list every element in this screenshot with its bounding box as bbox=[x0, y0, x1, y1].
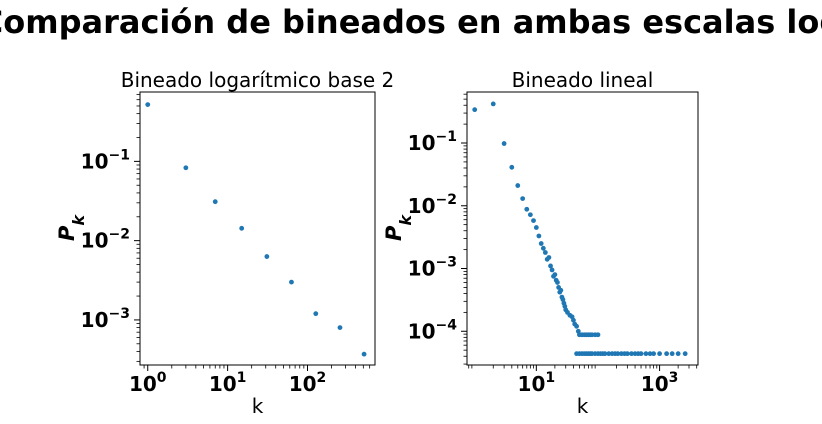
data-point bbox=[560, 297, 566, 302]
data-point bbox=[524, 206, 530, 212]
data-point bbox=[361, 351, 367, 357]
x-tick-label: 101 bbox=[209, 370, 247, 396]
panel-linear-binning: Bineado lineal k Pk 101 10310−110−210−310… bbox=[382, 68, 699, 418]
y-axis-label-base: P bbox=[382, 225, 406, 241]
tick-base: 10 bbox=[408, 257, 436, 281]
y-tick-label: 10−2 bbox=[81, 227, 130, 253]
tick-exponent: 3 bbox=[669, 370, 679, 386]
panel-log-binning: Bineado logarítmico base 2 k Pk 100 101 10… bbox=[55, 68, 394, 418]
tick-exponent: −4 bbox=[436, 317, 458, 333]
x-tick-label: 101 bbox=[518, 370, 556, 396]
data-point bbox=[183, 165, 189, 171]
data-point bbox=[574, 323, 579, 329]
tick-exponent: −3 bbox=[109, 306, 130, 322]
y-axis-label: Pk bbox=[55, 214, 88, 241]
tick-exponent: −3 bbox=[436, 255, 457, 271]
tick-exponent: −2 bbox=[109, 227, 130, 243]
data-point bbox=[264, 254, 270, 259]
tick-base: 10 bbox=[408, 194, 436, 218]
x-tick-label: 100 bbox=[129, 370, 167, 396]
tick-base: 10 bbox=[81, 149, 109, 173]
tick-base: 10 bbox=[209, 372, 237, 396]
data-point bbox=[552, 272, 558, 277]
tick-exponent: 0 bbox=[157, 370, 167, 386]
data-point bbox=[212, 199, 218, 205]
data-point bbox=[289, 279, 294, 285]
data-point bbox=[624, 351, 630, 357]
tick-base: 10 bbox=[81, 308, 109, 332]
data-point bbox=[520, 196, 526, 202]
data-point bbox=[548, 263, 553, 269]
data-point bbox=[682, 351, 688, 357]
data-point bbox=[538, 241, 544, 246]
data-point bbox=[540, 245, 546, 251]
y-axis-label-subscript: k bbox=[396, 214, 415, 226]
data-point bbox=[629, 351, 634, 357]
data-point bbox=[527, 212, 533, 218]
plot-title: Bineado logarítmico base 2 bbox=[121, 68, 395, 92]
data-point bbox=[542, 250, 548, 255]
y-tick-label: 10−1 bbox=[81, 147, 130, 173]
y-axis-label: Pk bbox=[382, 214, 415, 241]
tick-exponent: 1 bbox=[545, 370, 555, 386]
y-tick-label: 10−4 bbox=[408, 317, 458, 343]
x-axis-label: k bbox=[252, 394, 264, 418]
plot-frame bbox=[466, 91, 699, 366]
tick-exponent: −2 bbox=[436, 192, 457, 208]
y-axis-label-base: P bbox=[55, 225, 79, 241]
data-point bbox=[515, 183, 521, 188]
data-point bbox=[145, 102, 151, 108]
tick-base: 10 bbox=[641, 372, 669, 396]
data-point bbox=[558, 287, 564, 293]
tick-exponent: −1 bbox=[436, 129, 457, 145]
data-point bbox=[313, 311, 319, 317]
y-tick-label: 10−1 bbox=[408, 129, 457, 155]
data-point bbox=[675, 351, 681, 357]
data-point bbox=[531, 218, 536, 224]
data-point bbox=[657, 351, 662, 357]
plot-title: Bineado lineal bbox=[512, 68, 654, 92]
tick-base: 10 bbox=[408, 319, 436, 343]
tick-base: 10 bbox=[129, 372, 157, 396]
tick-base: 10 bbox=[289, 372, 317, 396]
data-point bbox=[664, 351, 670, 357]
figure-suptitle: Comparación de bineados en ambas escalas… bbox=[0, 3, 822, 41]
data-point bbox=[549, 267, 555, 273]
tick-exponent: −1 bbox=[109, 147, 130, 163]
y-axis-label-subscript: k bbox=[69, 214, 88, 226]
data-point bbox=[669, 351, 675, 357]
plot-frame bbox=[139, 91, 376, 366]
data-point bbox=[615, 351, 621, 357]
tick-base: 10 bbox=[408, 131, 436, 155]
tick-exponent: 2 bbox=[317, 370, 327, 386]
data-point bbox=[638, 351, 644, 357]
y-tick-label: 10−3 bbox=[408, 255, 457, 281]
data-point bbox=[606, 351, 612, 357]
data-point bbox=[536, 233, 542, 239]
data-point bbox=[602, 351, 608, 357]
data-point bbox=[651, 351, 657, 357]
y-tick-label: 10−3 bbox=[81, 306, 130, 332]
data-point bbox=[337, 325, 343, 331]
data-point bbox=[595, 332, 601, 338]
tick-base: 10 bbox=[81, 229, 109, 253]
data-point bbox=[571, 317, 576, 323]
tick-base: 10 bbox=[518, 372, 546, 396]
data-point bbox=[509, 164, 515, 170]
data-point bbox=[533, 225, 539, 230]
y-tick-label: 10−2 bbox=[408, 192, 457, 218]
data-point bbox=[647, 351, 653, 357]
data-point bbox=[490, 101, 496, 107]
x-tick-label: 102 bbox=[289, 370, 327, 396]
data-point bbox=[239, 225, 245, 231]
data-point bbox=[501, 141, 507, 146]
x-axis-label: k bbox=[577, 394, 589, 418]
data-point bbox=[472, 107, 478, 113]
data-point bbox=[643, 351, 649, 357]
tick-exponent: 1 bbox=[237, 370, 247, 386]
data-point bbox=[555, 280, 560, 285]
data-point bbox=[546, 255, 552, 260]
x-tick-label: 103 bbox=[641, 370, 679, 396]
